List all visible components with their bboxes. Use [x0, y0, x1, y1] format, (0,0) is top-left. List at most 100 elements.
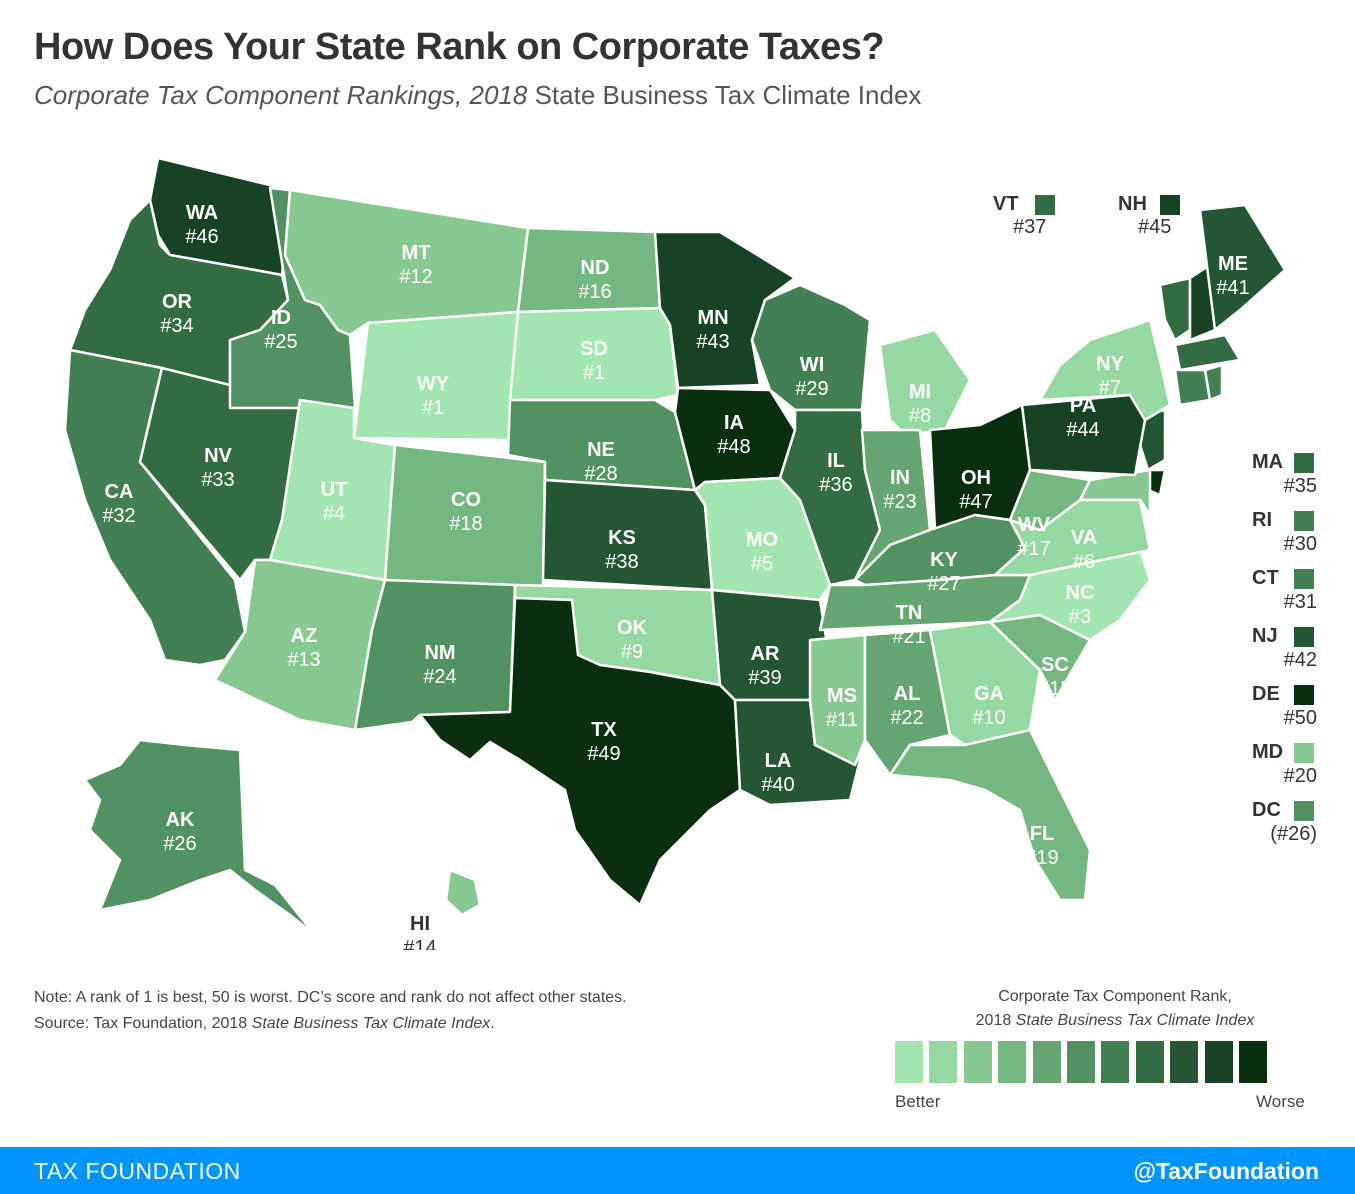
state-tx-abbr: TX: [591, 719, 617, 741]
state-ks-abbr: KS: [608, 527, 636, 549]
state-fl-rank: #19: [1025, 847, 1058, 869]
state-wy-abbr: WY: [417, 373, 450, 395]
state-nc-shape: [988, 548, 1152, 642]
callout-md-swatch: [1294, 743, 1314, 763]
legend-title-line-1: Corporate Tax Component Rank,: [998, 988, 1232, 1005]
callout-ma-rank: #35: [1283, 475, 1317, 497]
callout-md-rank: #20: [1283, 765, 1317, 787]
state-ri-shape: [1203, 363, 1224, 402]
state-mi-abbr: MI: [909, 381, 931, 403]
state-oh-abbr: OH: [961, 467, 991, 489]
state-tn-rank: #21: [892, 626, 925, 648]
legend-swatch-5: [1032, 1041, 1061, 1083]
state-hi-abbr: HI: [410, 913, 430, 935]
state-ky-abbr: KY: [930, 549, 958, 571]
state-ok-rank: #9: [621, 641, 643, 663]
footer-handle[interactable]: @TaxFoundation: [1133, 1158, 1319, 1184]
state-ak-rank: #26: [163, 833, 196, 855]
state-ak-abbr: AK: [166, 809, 195, 831]
state-ms-rank: #11: [826, 709, 858, 731]
callout-md-abbr: MD: [1252, 741, 1284, 763]
state-nv-rank: #33: [201, 469, 234, 491]
callout-nh-rank: #45: [1138, 216, 1172, 238]
state-co-rank: #18: [449, 513, 482, 535]
state-id-abbr: ID: [271, 307, 291, 329]
legend-title-line-2: 2018 State Business Tax Climate Index: [940, 1009, 1290, 1033]
note-source-suffix: .: [490, 1015, 495, 1032]
state-ak-shape: [83, 738, 317, 937]
state-mo-rank: #5: [751, 553, 773, 575]
legend-title-year: 2018: [975, 1012, 1012, 1029]
subtitle-plain: State Business Tax Climate Index: [534, 80, 922, 110]
legend-worse-label: Worse: [1256, 1092, 1305, 1111]
page-title: How Does Your State Rank on Corporate Ta…: [34, 26, 885, 68]
state-ar-abbr: AR: [751, 643, 780, 665]
state-me-rank: #41: [1216, 277, 1249, 299]
state-ar-rank: #39: [748, 667, 781, 689]
state-vt-shape: [1158, 276, 1192, 342]
state-az-rank: #13: [287, 649, 320, 671]
state-mt-abbr: MT: [402, 242, 431, 264]
state-va-rank: #6: [1073, 551, 1095, 573]
state-ut-abbr: UT: [321, 479, 348, 501]
legend-swatch-1: [895, 1041, 923, 1083]
state-wi-rank: #29: [795, 378, 828, 400]
callout-de-rank: #50: [1283, 707, 1317, 729]
state-fl-shape: [888, 728, 1092, 902]
callout-ma: MA #35: [1252, 451, 1317, 498]
state-wv-rank: #17: [1017, 538, 1050, 560]
state-wa-rank: #46: [185, 226, 218, 248]
state-mn-shape: [653, 230, 797, 390]
state-in-abbr: IN: [890, 467, 910, 489]
state-ne-rank: #28: [584, 463, 617, 485]
state-tx-shape: [418, 596, 742, 907]
state-oh-rank: #47: [959, 491, 992, 513]
callout-de-abbr: DE: [1252, 683, 1280, 705]
state-nd-abbr: ND: [581, 257, 610, 279]
callout-ri: RI #30: [1252, 509, 1317, 556]
state-hi-shape: [444, 868, 482, 917]
callout-vt-abbr: VT: [993, 193, 1019, 215]
callout-nj-rank: #42: [1283, 649, 1317, 671]
callout-nh: NH #45: [1118, 193, 1171, 239]
state-ga-abbr: GA: [974, 683, 1004, 705]
callout-ma-swatch: [1294, 453, 1314, 473]
state-ca-abbr: CA: [105, 481, 134, 503]
state-ks-rank: #38: [605, 551, 638, 573]
callout-ct-abbr: CT: [1252, 567, 1279, 589]
state-pa-abbr: PA: [1070, 395, 1096, 417]
state-ut-rank: #4: [323, 503, 345, 525]
state-ia-rank: #48: [717, 436, 750, 458]
legend-swatch-6: [1066, 1041, 1095, 1083]
state-ny-rank: #7: [1099, 377, 1121, 399]
state-sc-rank: #15: [1038, 678, 1071, 700]
state-mo-abbr: MO: [746, 529, 778, 551]
subtitle-italic: Corporate Tax Component Rankings, 2018: [34, 80, 528, 110]
callout-vt-rank: #37: [1013, 216, 1047, 238]
state-tn-abbr: TN: [896, 602, 923, 624]
state-tx-rank: #49: [587, 743, 620, 765]
source-note: Note: A rank of 1 is best, 50 is worst. …: [34, 985, 627, 1037]
state-nc-abbr: NC: [1066, 582, 1095, 604]
state-fl-abbr: FL: [1030, 823, 1054, 845]
legend-swatches: [895, 1041, 1273, 1083]
state-nv-abbr: NV: [204, 445, 232, 467]
legend-swatch-2: [929, 1041, 958, 1083]
callout-nh-swatch: [1160, 195, 1180, 215]
legend-swatch-4: [998, 1041, 1027, 1083]
note-source-italic: State Business Tax Climate Index: [251, 1015, 491, 1032]
state-ca-rank: #32: [102, 505, 135, 527]
legend-better-label: Better: [895, 1092, 941, 1111]
callout-dc-swatch: [1294, 801, 1314, 821]
callout-dc: DC (#26): [1252, 799, 1317, 846]
state-la-rank: #40: [761, 774, 794, 796]
callout-dc-rank: (#26): [1270, 823, 1317, 845]
state-or-rank: #34: [160, 315, 193, 337]
state-or-abbr: OR: [162, 291, 193, 313]
state-al-abbr: AL: [894, 683, 921, 705]
us-map: WA#46OR#34CA#32NV#33ID#25MT#12WY#1UT#4AZ…: [63, 156, 1287, 950]
state-la-abbr: LA: [765, 750, 792, 772]
state-ne-abbr: NE: [587, 439, 615, 461]
state-wy-rank: #1: [422, 397, 444, 419]
state-ia-abbr: IA: [724, 412, 744, 434]
